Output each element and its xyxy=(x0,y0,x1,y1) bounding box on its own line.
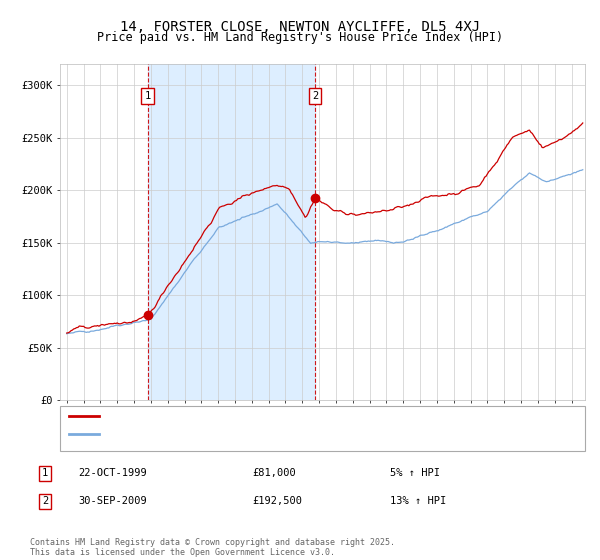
Text: 2: 2 xyxy=(312,91,318,101)
Text: 30-SEP-2009: 30-SEP-2009 xyxy=(78,496,147,506)
Text: 13% ↑ HPI: 13% ↑ HPI xyxy=(390,496,446,506)
Text: 1: 1 xyxy=(42,468,48,478)
Text: Price paid vs. HM Land Registry's House Price Index (HPI): Price paid vs. HM Land Registry's House … xyxy=(97,31,503,44)
Text: 14, FORSTER CLOSE, NEWTON AYCLIFFE, DL5 4XJ (detached house): 14, FORSTER CLOSE, NEWTON AYCLIFFE, DL5 … xyxy=(103,411,478,421)
Text: £192,500: £192,500 xyxy=(252,496,302,506)
Bar xyxy=(148,64,315,400)
Text: HPI: Average price, detached house, County Durham: HPI: Average price, detached house, Coun… xyxy=(103,429,409,439)
Text: £81,000: £81,000 xyxy=(252,468,296,478)
Text: 14, FORSTER CLOSE, NEWTON AYCLIFFE, DL5 4XJ: 14, FORSTER CLOSE, NEWTON AYCLIFFE, DL5 … xyxy=(120,20,480,34)
Text: 22-OCT-1999: 22-OCT-1999 xyxy=(78,468,147,478)
Text: 5% ↑ HPI: 5% ↑ HPI xyxy=(390,468,440,478)
Text: 2: 2 xyxy=(42,496,48,506)
Text: 1: 1 xyxy=(145,91,151,101)
Text: Contains HM Land Registry data © Crown copyright and database right 2025.
This d: Contains HM Land Registry data © Crown c… xyxy=(30,538,395,557)
